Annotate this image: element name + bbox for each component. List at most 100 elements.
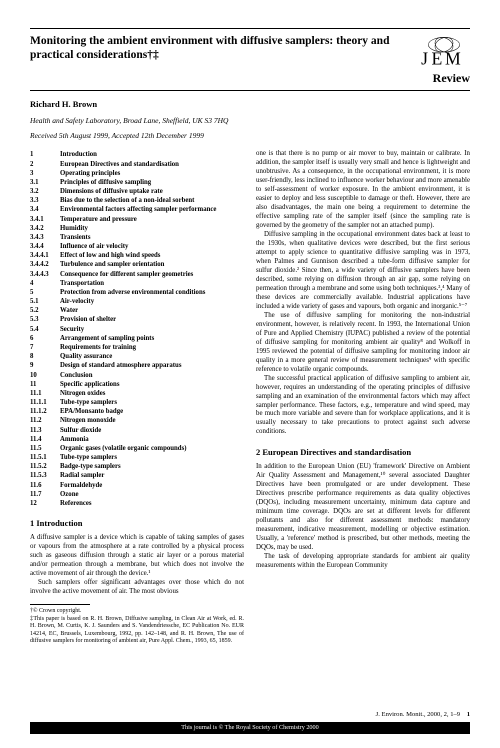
- header-row: Monitoring the ambient environment with …: [30, 28, 470, 86]
- journal-reference: J. Environ. Monit., 2000, 2, 1–9 1: [30, 711, 470, 719]
- toc-number: 3.4.2: [30, 224, 60, 233]
- toc-entry: 11Specific applications: [30, 380, 244, 389]
- toc-entry: 2European Directives and standardisation: [30, 160, 244, 169]
- toc-entry: 5.1Air-velocity: [30, 297, 244, 306]
- toc-title: Arrangement of sampling points: [60, 334, 154, 343]
- toc-entry: 11.5.1Tube-type samplers: [30, 453, 244, 462]
- logo-review-block: J E M Review: [418, 35, 470, 86]
- toc-title: Ozone: [60, 490, 79, 499]
- toc-title: References: [60, 499, 92, 508]
- submission-dates: Received 5th August 1999, Accepted 12th …: [30, 131, 470, 140]
- col2-para-4: The successful practical application of …: [256, 375, 470, 438]
- toc-title: Radial sampler: [60, 471, 104, 480]
- toc-number: 3.4.4: [30, 242, 60, 251]
- toc-number: 11.5: [30, 444, 60, 453]
- toc-number: 12: [30, 499, 60, 508]
- toc-title: Conclusion: [60, 371, 92, 380]
- article-title: Monitoring the ambient environment with …: [30, 35, 408, 63]
- toc-number: 11.3: [30, 426, 60, 435]
- page-number: 1: [467, 711, 470, 718]
- toc-number: 5.4: [30, 325, 60, 334]
- toc-number: 7: [30, 343, 60, 352]
- toc-number: 5.1: [30, 297, 60, 306]
- toc-number: 11.7: [30, 490, 60, 499]
- toc-number: 1: [30, 150, 60, 159]
- col2-para-2: Diffusive sampling in the occupational e…: [256, 231, 470, 312]
- toc-entry: 3.4.3Transients: [30, 233, 244, 242]
- toc-title: Tube-type samplers: [60, 453, 117, 462]
- toc-entry: 5.2Water: [30, 306, 244, 315]
- toc-title: Consequence for different sampler geomet…: [60, 270, 193, 279]
- title-block: Monitoring the ambient environment with …: [30, 35, 418, 63]
- toc-title: Turbulence and sampler orientation: [60, 260, 164, 269]
- toc-title: Badge-type samplers: [60, 462, 121, 471]
- toc-number: 11.5.3: [30, 471, 60, 480]
- review-label: Review: [418, 71, 470, 86]
- toc-entry: 11.4Ammonia: [30, 435, 244, 444]
- toc-title: Influence of air velocity: [60, 242, 128, 251]
- toc-number: 11.5.2: [30, 462, 60, 471]
- col2-para-1: one is that there is no pump or air move…: [256, 150, 470, 231]
- toc-title: Sulfur dioxide: [60, 426, 101, 435]
- toc-entry: 3.3Bias due to the selection of a non-id…: [30, 196, 244, 205]
- toc-entry: 11.5Organic gases (volatile organic comp…: [30, 444, 244, 453]
- footnote-2: ‡This paper is based on R. H. Brown, Dif…: [30, 616, 244, 646]
- toc-entry: 3.1Principles of diffusive sampling: [30, 178, 244, 187]
- toc-title: Organic gases (volatile organic compound…: [60, 444, 187, 453]
- toc-title: Transportation: [60, 279, 104, 288]
- two-column-body: 1Introduction2European Directives and st…: [30, 150, 470, 646]
- toc-entry: 11.1.1Tube-type samplers: [30, 398, 244, 407]
- toc-number: 11.1.2: [30, 407, 60, 416]
- toc-title: Security: [60, 325, 84, 334]
- toc-entry: 3.2Dimensions of diffusive uptake rate: [30, 187, 244, 196]
- toc-number: 3.1: [30, 178, 60, 187]
- toc-title: Temperature and pressure: [60, 215, 137, 224]
- toc-number: 5.3: [30, 315, 60, 324]
- toc-number: 9: [30, 361, 60, 370]
- section-1-para-2: Such samplers offer significant advantag…: [30, 579, 244, 597]
- toc-entry: 3.4.2Humidity: [30, 224, 244, 233]
- toc-number: 2: [30, 160, 60, 169]
- toc-entry: 5.4Security: [30, 325, 244, 334]
- toc-number: 11.6: [30, 481, 60, 490]
- toc-title: Principles of diffusive sampling: [60, 178, 151, 187]
- toc-title: Specific applications: [60, 380, 119, 389]
- toc-number: 4: [30, 279, 60, 288]
- author-name: Richard H. Brown: [30, 99, 470, 110]
- toc-entry: 3.4Environmental factors affecting sampl…: [30, 205, 244, 214]
- toc-title: Environmental factors affecting sampler …: [60, 205, 216, 214]
- section-1-heading: 1 Introduction: [30, 518, 244, 529]
- toc-title: Provision of shelter: [60, 315, 116, 324]
- header-divider: [30, 90, 470, 91]
- toc-title: Operating principles: [60, 169, 120, 178]
- toc-entry: 1Introduction: [30, 150, 244, 159]
- toc-number: 11.5.1: [30, 453, 60, 462]
- toc-title: Tube-type samplers: [60, 398, 117, 407]
- toc-entry: 6Arrangement of sampling points: [30, 334, 244, 343]
- toc-title: Ammonia: [60, 435, 89, 444]
- toc-title: EPA/Monsanto badge: [60, 407, 123, 416]
- toc-entry: 5.3Provision of shelter: [30, 315, 244, 324]
- copyright-bar: This journal is © The Royal Society of C…: [30, 722, 470, 734]
- toc-entry: 11.5.3Radial sampler: [30, 471, 244, 480]
- toc-title: Transients: [60, 233, 90, 242]
- toc-entry: 9Design of standard atmosphere apparatus: [30, 361, 244, 370]
- toc-number: 11: [30, 380, 60, 389]
- toc-title: Bias due to the selection of a non-ideal…: [60, 196, 194, 205]
- right-column: one is that there is no pump or air move…: [256, 150, 470, 646]
- toc-entry: 11.3Sulfur dioxide: [30, 426, 244, 435]
- section-2-heading: 2 European Directives and standardisatio…: [256, 447, 470, 458]
- author-affiliation: Health and Safety Laboratory, Broad Lane…: [30, 116, 470, 125]
- page-footer: J. Environ. Monit., 2000, 2, 1–9 1 This …: [30, 711, 470, 734]
- toc-title: Water: [60, 306, 78, 315]
- toc-number: 11.2: [30, 416, 60, 425]
- col2-para-3: The use of diffusive sampling for monito…: [256, 312, 470, 375]
- toc-entry: 11.5.2Badge-type samplers: [30, 462, 244, 471]
- section-1-para-1: A diffusive sampler is a device which is…: [30, 534, 244, 579]
- toc-number: 11.4: [30, 435, 60, 444]
- toc-entry: 8Quality assurance: [30, 352, 244, 361]
- toc-number: 3.4.1: [30, 215, 60, 224]
- toc-number: 3.2: [30, 187, 60, 196]
- toc-title: Humidity: [60, 224, 88, 233]
- toc-entry: 11.1Nitrogen oxides: [30, 389, 244, 398]
